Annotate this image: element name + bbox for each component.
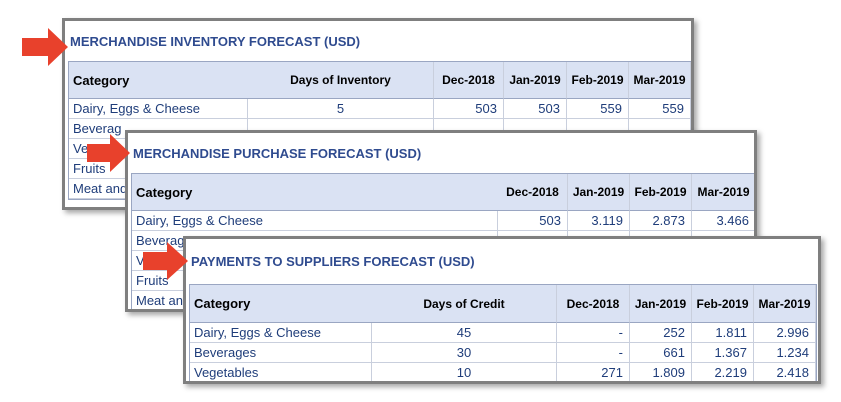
table-cell: 661 xyxy=(630,343,692,363)
panel: PAYMENTS TO SUPPLIERS FORECAST (USD) Cate… xyxy=(183,236,821,384)
header-cell: Days of Inventory xyxy=(248,62,434,99)
table-cell: 559 xyxy=(567,99,629,119)
table-cell: 10 xyxy=(372,363,557,381)
table-row: Vegetables 10 271 1.809 2.219 2.418 xyxy=(190,363,816,381)
table-cell: Dairy, Eggs & Cheese xyxy=(69,99,248,119)
table-cell: 252 xyxy=(630,323,692,343)
header-row: Category Days of Inventory Dec-2018 Jan-201… xyxy=(69,62,691,99)
arrow xyxy=(22,28,68,66)
table-cell: 503 xyxy=(498,211,568,231)
table-cell: 1.811 xyxy=(692,323,754,343)
header-cell: Category xyxy=(69,62,248,99)
table-cell: 1.234 xyxy=(754,343,816,363)
header-cell: Feb-2019 xyxy=(630,174,692,211)
table: Category Days of Inventory Dec-2018 Jan-201… xyxy=(68,61,691,200)
header-cell: Feb-2019 xyxy=(567,62,629,99)
table-cell: - xyxy=(557,343,630,363)
table: Category Days of Credit Dec-2018 Jan-2019 Fe… xyxy=(189,284,817,381)
header-cell: Category xyxy=(132,174,498,211)
table-cell: Dairy, Eggs & Cheese xyxy=(132,211,498,231)
header-cell: Mar-2019 xyxy=(692,174,754,211)
panel-title: PAYMENTS TO SUPPLIERS FORECAST (USD) xyxy=(191,254,475,269)
header-row: Category Dec-2018 Jan-2019 Feb-2019 Mar-2019 xyxy=(132,174,754,211)
table-cell: 2.996 xyxy=(754,323,816,343)
table-cell: Beverages xyxy=(190,343,372,363)
panel-title: MERCHANDISE PURCHASE FORECAST (USD) xyxy=(133,145,422,161)
header-cell: Dec-2018 xyxy=(434,62,504,99)
header-cell: Feb-2019 xyxy=(692,285,754,323)
table-cell: 503 xyxy=(434,99,504,119)
table-cell: 559 xyxy=(629,99,691,119)
table-cell: 271 xyxy=(557,363,630,381)
panel-title: MERCHANDISE INVENTORY FORECAST (USD) xyxy=(70,33,361,49)
table-cell: - xyxy=(557,323,630,343)
header-cell: Jan-2019 xyxy=(630,285,692,323)
table-cell: 45 xyxy=(372,323,557,343)
table-row: Beverages 30-661 1.367 1.234 xyxy=(190,343,816,363)
header-cell: Mar-2019 xyxy=(629,62,691,99)
table-cell: 5 xyxy=(248,99,434,119)
table-cell: 503 xyxy=(504,99,567,119)
table-cell: 2.873 xyxy=(630,211,692,231)
table-cell: 30 xyxy=(372,343,557,363)
table-cell: 3.119 xyxy=(568,211,630,231)
header-cell: Dec-2018 xyxy=(498,174,568,211)
table-row: Dairy, Eggs & Cheese 503 3.119 2.873 3.466 xyxy=(132,211,754,231)
header-cell: Category xyxy=(190,285,372,323)
arrow xyxy=(87,134,130,172)
table-cell: 3.466 xyxy=(692,211,754,231)
table-cell: Vegetables xyxy=(190,363,372,381)
table-row: Dairy, Eggs & Cheese 5 503 503 559 559 xyxy=(69,99,691,119)
header-row: Category Days of Credit Dec-2018 Jan-2019 Fe… xyxy=(190,285,816,323)
table-cell: 1.809 xyxy=(630,363,692,381)
table-cell: Dairy, Eggs & Cheese xyxy=(190,323,372,343)
table-cell: 1.367 xyxy=(692,343,754,363)
table-row: Dairy, Eggs & Cheese 45-252 1.811 2.996 xyxy=(190,323,816,343)
header-cell: Mar-2019 xyxy=(754,285,816,323)
arrow xyxy=(143,242,188,280)
header-cell: Dec-2018 xyxy=(557,285,630,323)
header-cell: Jan-2019 xyxy=(568,174,630,211)
header-cell: Jan-2019 xyxy=(504,62,567,99)
header-cell: Days of Credit xyxy=(372,285,557,323)
table-cell: 2.418 xyxy=(754,363,816,381)
table-cell: 2.219 xyxy=(692,363,754,381)
